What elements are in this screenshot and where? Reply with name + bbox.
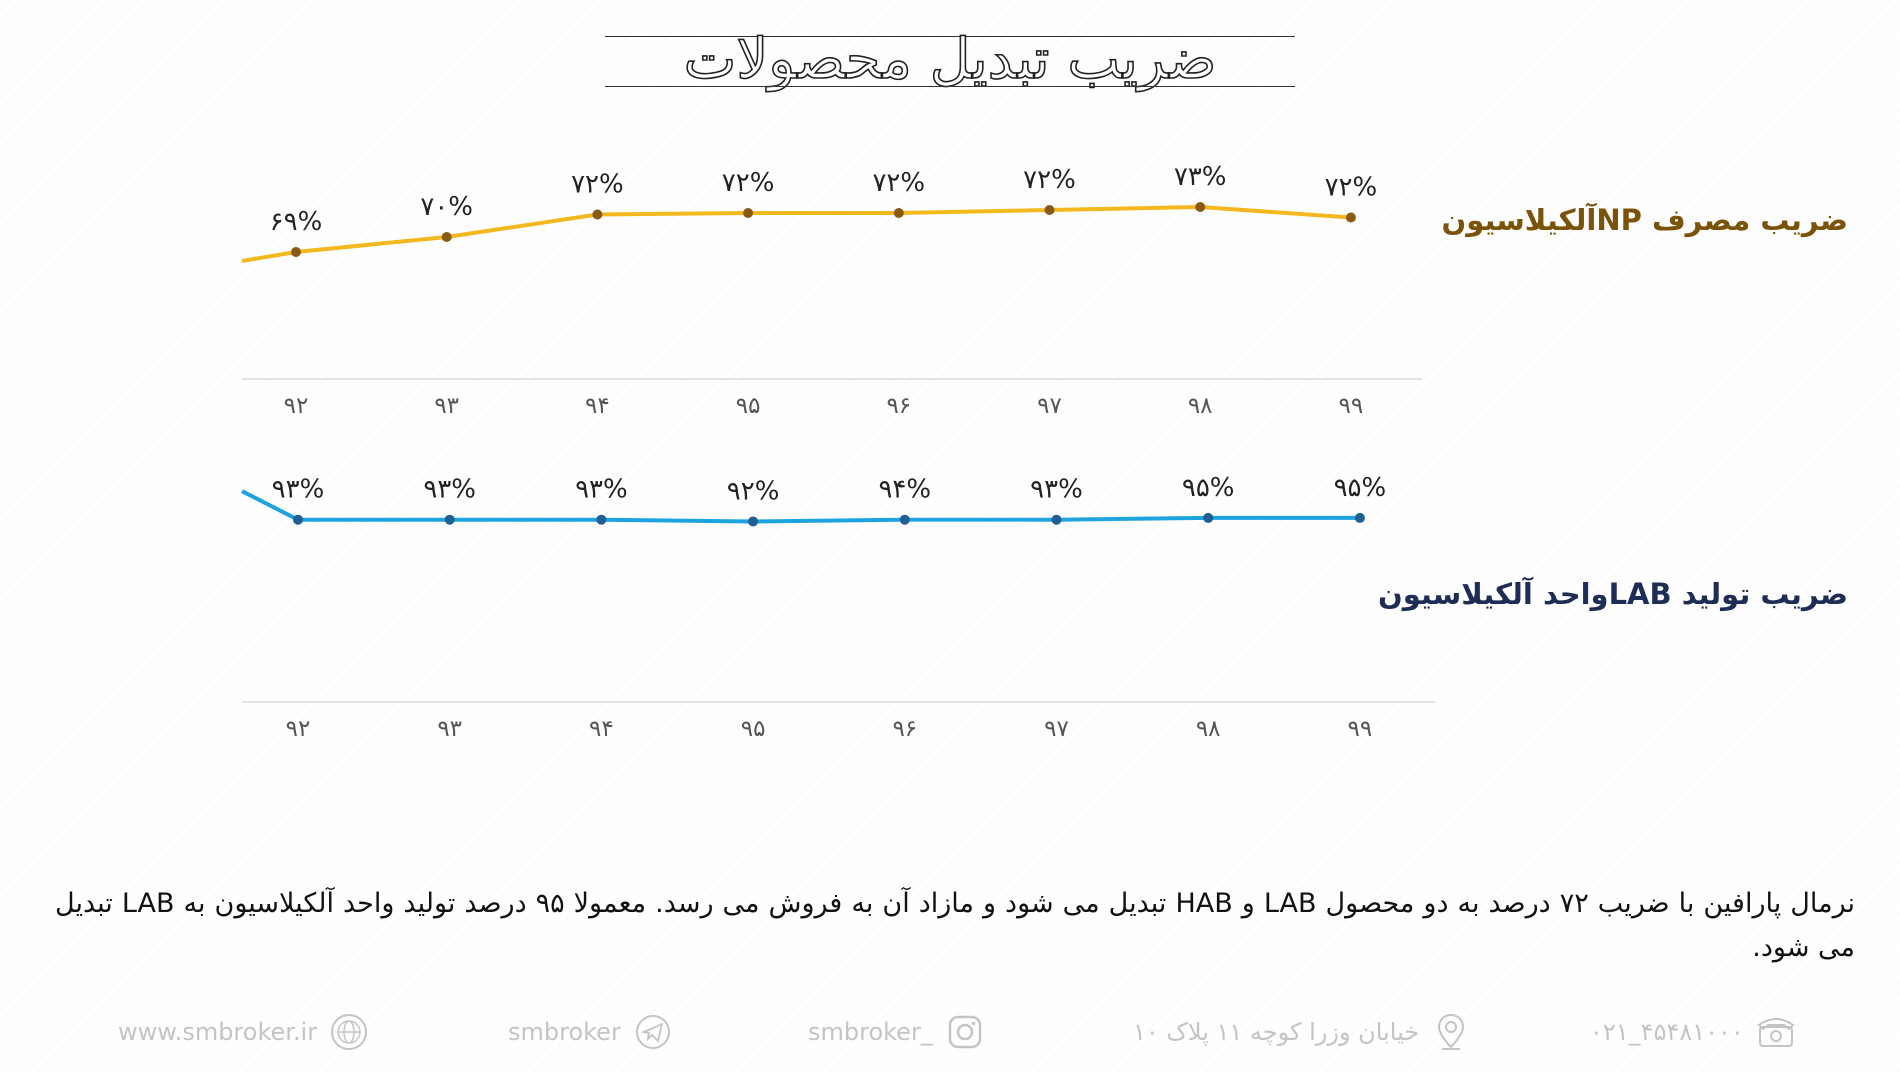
chart2-tick-label-1: ۹۳ [437, 716, 462, 742]
chart1: ۶۹% ۹۲ ۷۰% ۹۳ ۷۲% ۹۴ ۷۲% ۹۵ ۷۲% ۹۶ ۷۲% ۹۷ ۷۳% ۹۸ ۷۲% ۹۹ [241, 162, 1422, 419]
chart1-title: ضریب مصرف NPآلکیلاسیون [1441, 203, 1848, 237]
chart1-data-label-7: ۷۲% [1325, 173, 1378, 203]
location-pin-icon [1431, 1012, 1471, 1052]
chart1-point-5 [1044, 205, 1055, 215]
chart1-point-4 [893, 208, 904, 218]
chart1-tick-label-0: ۹۲ [284, 393, 309, 419]
chart2-point-5 [1051, 514, 1062, 525]
description-text: نرمال پارافین با ضریب ۷۲ درصد به دو محصو… [55, 888, 1855, 963]
chart2-data-label-1: ۹۳% [423, 475, 476, 505]
chart1-point-7 [1345, 212, 1356, 223]
chart2-tick-label-3: ۹۵ [741, 716, 766, 742]
chart2-data-label-4: ۹۴% [878, 475, 931, 505]
chart1-point-1 [441, 232, 452, 242]
telegram-text[interactable]: smbroker [508, 1018, 621, 1046]
chart1-tick-label-2: ۹۴ [585, 393, 610, 419]
chart2-point-7 [1354, 512, 1365, 523]
chart2-data-label-5: ۹۳% [1030, 475, 1083, 505]
chart2-data-label-7: ۹۵% [1334, 473, 1387, 503]
chart1-tick-label-1: ۹۳ [434, 393, 459, 419]
chart2-tick-label-0: ۹۲ [286, 716, 311, 742]
chart1-tick-label-6: ۹۸ [1188, 393, 1213, 419]
chart1-point-0 [291, 247, 301, 257]
chart1-data-label-0: ۶۹% [270, 207, 323, 237]
chart1-point-3 [743, 208, 754, 218]
chart2-point-3 [748, 516, 759, 527]
chart2-point-6 [1203, 512, 1214, 523]
chart1-tick-label-5: ۹۷ [1037, 393, 1062, 419]
title-bottom-rule [605, 86, 1295, 87]
footer-telegram[interactable]: smbroker [508, 1010, 673, 1054]
chart2-point-0 [293, 514, 303, 525]
chart2-data-label-3: ۹۲% [727, 476, 780, 506]
chart1-point-2 [592, 209, 603, 220]
page-title: ضریب تبدیل محصولات [683, 27, 1217, 93]
footer-instagram[interactable]: smbroker_ [808, 1010, 985, 1054]
chart1-tick-label-7: ۹۹ [1339, 393, 1364, 419]
globe-icon[interactable] [329, 1012, 369, 1052]
footer-website[interactable]: www.smbroker.ir [118, 1010, 369, 1054]
chart2-data-label-2: ۹۳% [575, 475, 628, 505]
chart1-tick-label-3: ۹۵ [736, 393, 761, 419]
page-title-block: ضریب تبدیل محصولات [605, 27, 1295, 96]
chart2-data-label-6: ۹۵% [1182, 473, 1235, 503]
chart1-data-label-4: ۷۲% [872, 168, 925, 198]
chart2-tick-label-5: ۹۷ [1044, 716, 1069, 742]
chart1-data-label-6: ۷۳% [1174, 162, 1227, 192]
chart2-tick-label-6: ۹۸ [1196, 716, 1221, 742]
chart1-tick-label-4: ۹۶ [886, 393, 911, 419]
footer-address: خیابان وزرا کوچه ۱۱ پلاک ۱۰ [1133, 1010, 1471, 1054]
chart2-tick-label-4: ۹۶ [892, 716, 917, 742]
phone-icon [1756, 1012, 1796, 1052]
chart2-point-2 [596, 514, 607, 525]
phone-text: ۰۲۱_۴۵۴۸۱۰۰۰ [1590, 1018, 1744, 1046]
chart2-tick-label-2: ۹۴ [589, 716, 614, 742]
chart1-data-label-5: ۷۲% [1023, 165, 1076, 195]
footer-phone: ۰۲۱_۴۵۴۸۱۰۰۰ [1590, 1010, 1796, 1054]
chart1-point-6 [1195, 202, 1206, 212]
instagram-text[interactable]: smbroker_ [808, 1018, 933, 1046]
footer: ۰۲۱_۴۵۴۸۱۰۰۰ خیابان وزرا کوچه ۱۱ پلاک ۱۰… [0, 1010, 1900, 1054]
chart2-tick-label-7: ۹۹ [1348, 716, 1373, 742]
charts-svg: ۶۹% ۹۲ ۷۰% ۹۳ ۷۲% ۹۴ ۷۲% ۹۵ ۷۲% ۹۶ ۷۲% ۹۷ ۷۳% ۹۸ ۷۲% ۹۹… [241, 162, 1435, 742]
address-text: خیابان وزرا کوچه ۱۱ پلاک ۱۰ [1133, 1018, 1420, 1046]
chart1-series-line [241, 205, 1352, 263]
title-top-rule [605, 36, 1295, 37]
chart2-point-4 [899, 514, 910, 525]
chart2-point-1 [444, 514, 455, 525]
chart1-data-label-2: ۷۲% [571, 170, 624, 200]
chart2: ۹۳% ۹۲ ۹۳% ۹۳ ۹۳% ۹۴ ۹۲% ۹۵ ۹۴% ۹۶ ۹۳% ۹۷ ۹۵% ۹۸ ۹۵% ۹۹ [241, 473, 1435, 742]
chart1-data-label-1: ۷۰% [420, 192, 473, 222]
chart2-title: ضریب تولید LABواحد آلکیلاسیون [1378, 577, 1848, 611]
chart2-data-label-0: ۹۳% [272, 475, 325, 505]
instagram-icon[interactable] [945, 1012, 985, 1052]
website-text[interactable]: www.smbroker.ir [118, 1018, 318, 1046]
telegram-icon[interactable] [633, 1012, 673, 1052]
chart1-data-label-3: ۷۲% [722, 168, 775, 198]
